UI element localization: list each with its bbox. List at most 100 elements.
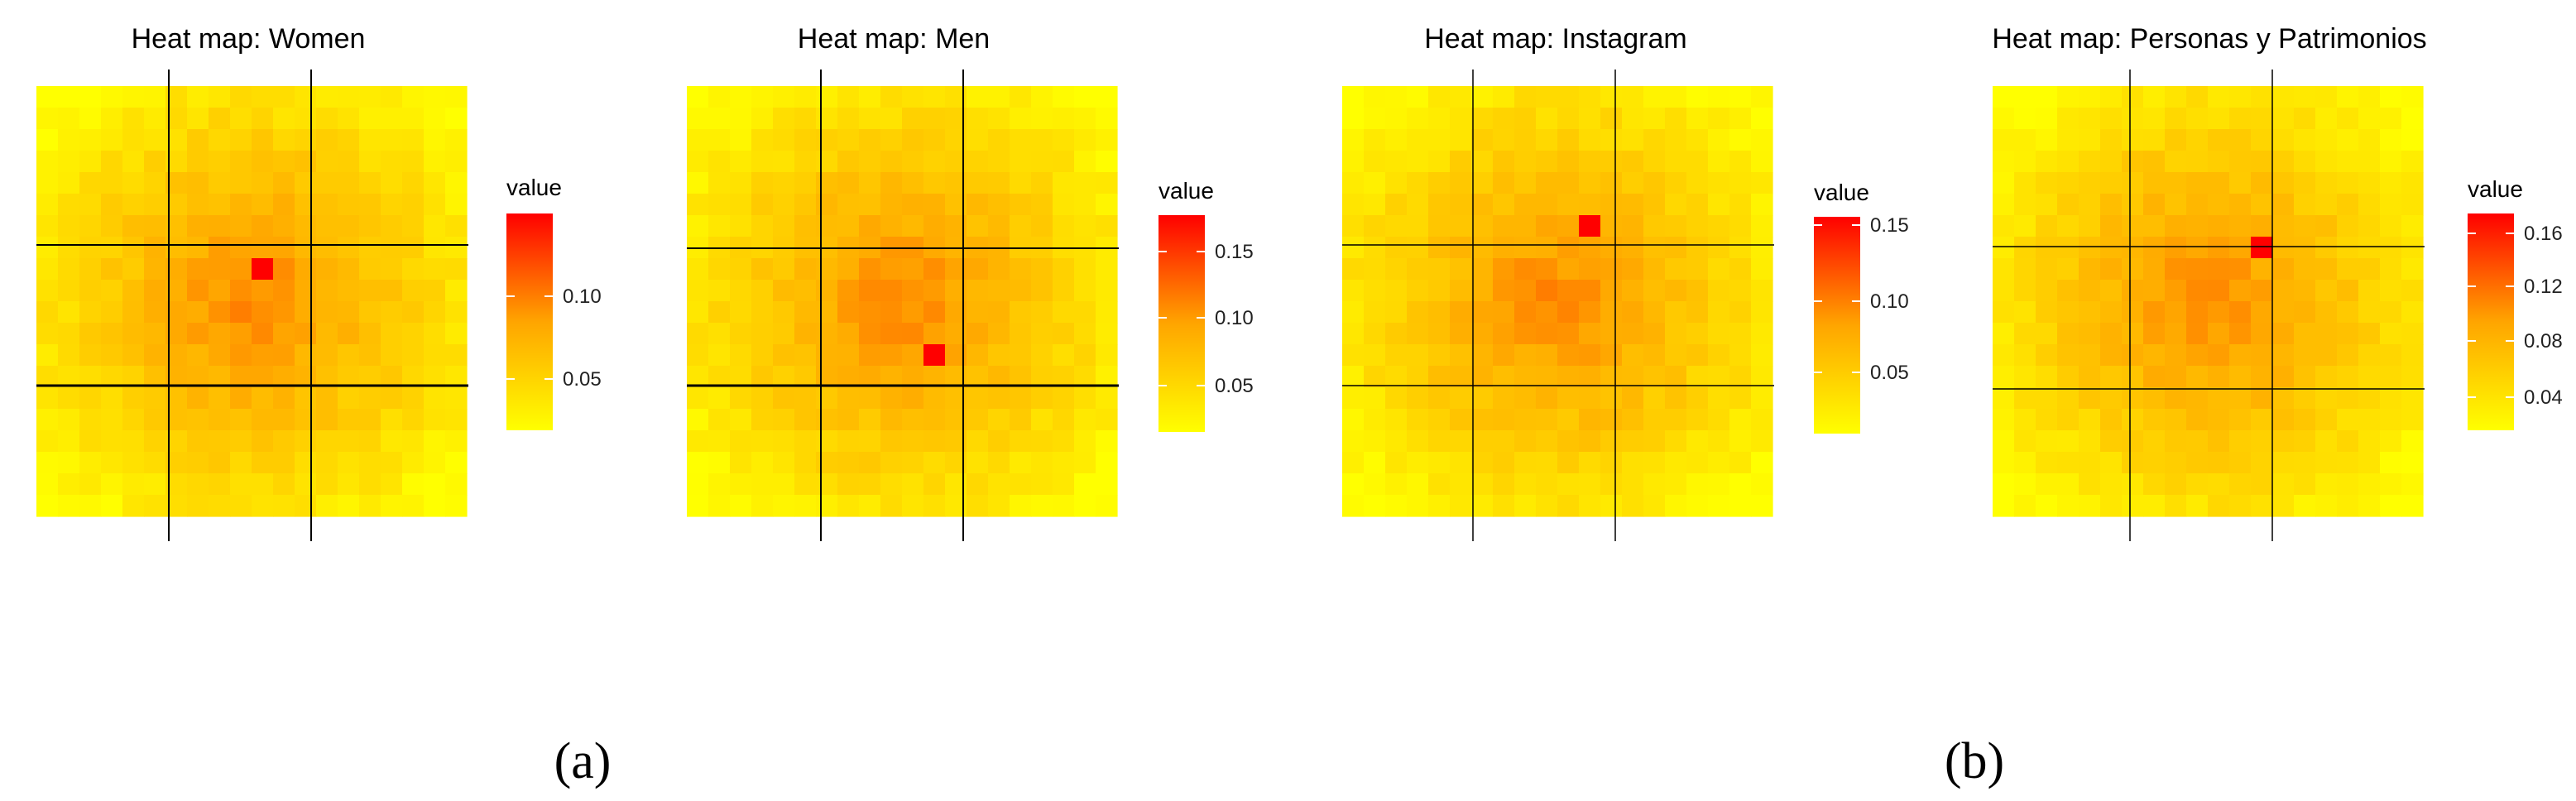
heatmap-cell <box>1493 323 1515 345</box>
heatmap-cell <box>316 366 338 388</box>
heatmap-cell <box>1708 194 1730 216</box>
heatmap-cell <box>2186 280 2209 302</box>
heatmap-cell <box>58 495 80 517</box>
heatmap-cell <box>2229 129 2252 151</box>
heatmap-cell <box>687 258 709 281</box>
heatmap-cell <box>2401 387 2424 410</box>
heatmap-cell <box>1665 237 1687 259</box>
heatmap-cell <box>144 495 166 517</box>
heatmap-cell <box>773 129 795 151</box>
heatmap-cell <box>687 495 709 517</box>
heatmap-cell <box>1385 280 1408 302</box>
heatmap-cell <box>2079 473 2101 496</box>
heatmap-cell <box>1407 86 1429 108</box>
heatmap-cell <box>1493 366 1515 388</box>
heatmap-cell <box>880 194 903 216</box>
heatmap-cell <box>2100 495 2123 517</box>
heatmap-cell <box>1686 323 1709 345</box>
heatmap-cell <box>338 409 360 431</box>
heatmap-cell <box>687 86 709 108</box>
heatmap-cell <box>2014 172 2036 194</box>
heatmap-cell <box>2229 258 2252 281</box>
heatmap-cell <box>1622 473 1644 496</box>
heatmap-cell <box>1536 473 1558 496</box>
heatmap-cell <box>837 194 860 216</box>
heatmap-cell <box>2079 258 2101 281</box>
heatmap-cell <box>1708 452 1730 474</box>
heatmap-cell <box>209 280 231 302</box>
heatmap-cell <box>316 129 338 151</box>
heatmap-cell <box>2401 366 2424 388</box>
heatmap-cell <box>2208 86 2230 108</box>
heatmap-cell <box>58 366 80 388</box>
heatmap-cell <box>2014 366 2036 388</box>
heatmap-cell <box>1514 86 1537 108</box>
heatmap-cell <box>902 495 924 517</box>
heatmap-cell <box>79 301 102 324</box>
heatmap-cell <box>252 452 274 474</box>
heatmap-cell <box>773 430 795 453</box>
heatmap-cell <box>2380 258 2402 281</box>
heatmap-cell <box>2208 129 2230 151</box>
heatmap-cell <box>2165 172 2187 194</box>
heatmap-cell <box>1450 473 1472 496</box>
heatmap-cell <box>1385 430 1408 453</box>
heatmap-cell <box>2380 301 2402 324</box>
heatmap-cell <box>1536 409 1558 431</box>
heatmap-cell <box>144 430 166 453</box>
heatmap-cell <box>751 409 774 431</box>
heatmap-cell <box>295 344 317 367</box>
heatmap-cell <box>1428 495 1451 517</box>
heatmap-cell <box>1686 409 1709 431</box>
heatmap-cell <box>1031 344 1053 367</box>
heatmap-cell <box>1407 108 1429 130</box>
heatmap-cell <box>1010 473 1032 496</box>
heatmap-cell <box>2251 344 2273 367</box>
heatmap-cell <box>1686 280 1709 302</box>
heatmap-cell <box>1450 495 1472 517</box>
heatmap-cell <box>1031 473 1053 496</box>
heatmap-cell <box>1031 409 1053 431</box>
heatmap-cell <box>209 215 231 237</box>
heatmap-cell <box>187 323 209 345</box>
heatmap-cell <box>1579 129 1601 151</box>
heatmap-cell <box>1643 194 1666 216</box>
heatmap-cell <box>2337 387 2359 410</box>
heatmap-cell <box>1536 258 1558 281</box>
heatmap-cell <box>2100 323 2123 345</box>
heatmap-cell <box>1010 495 1032 517</box>
heatmap-cell <box>773 215 795 237</box>
heatmap-cell <box>2401 280 2424 302</box>
heatmap-cell <box>859 151 881 173</box>
heatmap-cell <box>1342 473 1365 496</box>
heatmap-cell <box>880 473 903 496</box>
heatmap-cell <box>2143 452 2166 474</box>
heatmap-cell <box>101 323 123 345</box>
heatmap-cell <box>122 344 145 367</box>
heatmap-cell <box>252 473 274 496</box>
heatmap-cell <box>2143 301 2166 324</box>
heatmap-cell <box>295 129 317 151</box>
heatmap-cell <box>794 452 817 474</box>
heatmap-cell <box>359 108 381 130</box>
heatmap-cell <box>2014 129 2036 151</box>
heatmap-cell <box>2251 237 2273 259</box>
heatmap-cell <box>1536 108 1558 130</box>
heatmap-cell <box>2229 172 2252 194</box>
heatmap-cell <box>1471 430 1494 453</box>
heatmap-cell <box>923 258 946 281</box>
heatmap-cell <box>2186 258 2209 281</box>
heatmap-cell <box>338 301 360 324</box>
heatmap-cell <box>79 280 102 302</box>
heatmap-cell <box>773 387 795 410</box>
heatmap-cell <box>2272 366 2295 388</box>
heatmap-cell <box>2014 323 2036 345</box>
heatmap-cell <box>2079 108 2101 130</box>
heatmap-cell <box>402 86 425 108</box>
heatmap-cell <box>1450 430 1472 453</box>
heatmap-cell <box>2358 430 2381 453</box>
heatmap-cell <box>1514 129 1537 151</box>
heatmap-cell <box>2315 409 2338 431</box>
heatmap-cell <box>1031 172 1053 194</box>
heatmap-cell <box>751 194 774 216</box>
